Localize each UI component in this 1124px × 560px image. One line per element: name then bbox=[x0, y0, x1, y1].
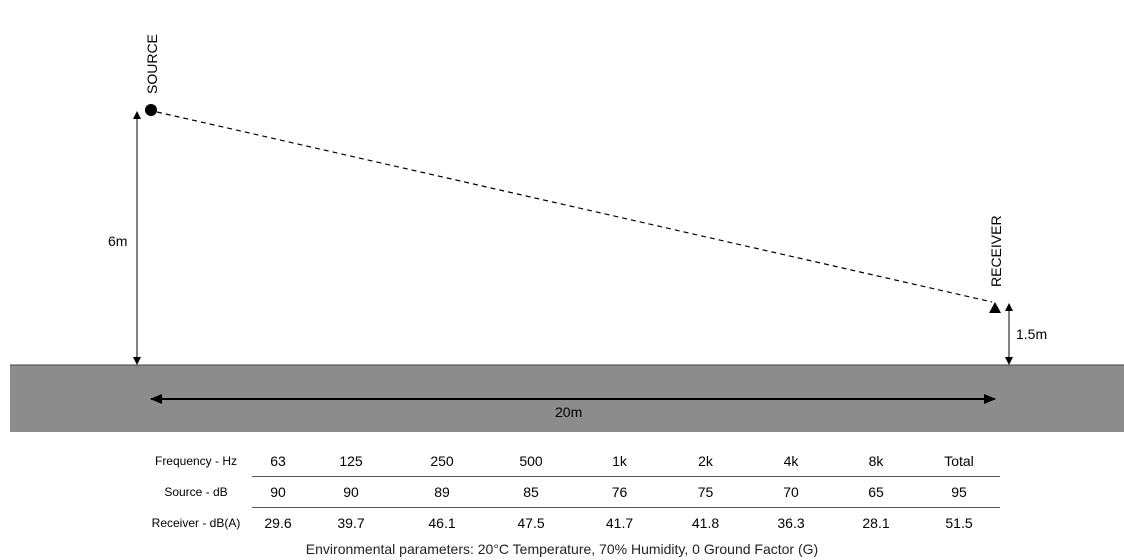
table-cell: 4k bbox=[748, 446, 834, 477]
table-cell: 36.3 bbox=[777, 515, 805, 531]
receiver-label: RECEIVER bbox=[988, 215, 1004, 287]
table-cell: 500 bbox=[486, 446, 576, 477]
table-cell: 63 bbox=[252, 446, 304, 477]
table-cell: 29.6 bbox=[264, 515, 292, 531]
sound-levels-table: Frequency - Hz 63 125 250 500 1k 2k 4k 8k Total So… bbox=[140, 446, 1000, 538]
table-cell: 125 bbox=[304, 446, 398, 477]
table-cell: 41.7 bbox=[605, 515, 634, 531]
table-cell: 76 bbox=[576, 476, 663, 508]
table-cell: 95 bbox=[918, 476, 1000, 508]
distance-label: 20m bbox=[555, 404, 582, 420]
table-cell: 65 bbox=[834, 476, 918, 508]
row-label: Source - dB bbox=[164, 485, 228, 499]
table-cell: 89 bbox=[398, 476, 486, 508]
environment-footnote: Environmental parameters: 20°C Temperatu… bbox=[305, 541, 819, 557]
table-cell: 28.1 bbox=[862, 515, 890, 531]
source-label: SOURCE bbox=[144, 34, 160, 94]
table-cell: 1k bbox=[576, 446, 663, 477]
row-label: Receiver - dB(A) bbox=[151, 515, 241, 530]
table-cell: 41.8 bbox=[691, 515, 720, 531]
table-cell: 8k bbox=[834, 446, 918, 477]
table-cell: 85 bbox=[486, 476, 576, 508]
source-point bbox=[145, 104, 157, 116]
receiver-marker bbox=[989, 302, 1001, 313]
frequency-row: Frequency - Hz 63 125 250 500 1k 2k 4k 8k Total bbox=[140, 446, 1000, 477]
row-label: Frequency - Hz bbox=[154, 454, 238, 469]
table-cell: Total bbox=[918, 446, 1000, 477]
table-cell: 75 bbox=[663, 476, 748, 508]
table-cell: 2k bbox=[663, 446, 748, 477]
table-cell: 90 bbox=[304, 476, 398, 508]
propagation-diagram: SOURCE RECEIVER 6m 1.5m 20m bbox=[10, 34, 1124, 432]
table-cell: 250 bbox=[398, 446, 486, 477]
table-cell: 51.5 bbox=[945, 515, 973, 531]
table-cell: 90 bbox=[252, 476, 304, 508]
receiver-level-row: Receiver - dB(A) 29.6 39.7 46.1 47.5 41.7 41.8… bbox=[140, 508, 1000, 539]
table-cell: 70 bbox=[748, 476, 834, 508]
table-cell: 39.7 bbox=[337, 515, 365, 531]
sound-path-line bbox=[156, 111, 993, 303]
source-height-label: 6m bbox=[108, 233, 127, 249]
source-level-row: Source - dB 90 90 89 85 76 75 70 65 95 bbox=[140, 476, 1000, 508]
table-cell: 47.5 bbox=[517, 515, 545, 531]
receiver-height-label: 1.5m bbox=[1016, 326, 1047, 342]
table-cell: 46.1 bbox=[428, 515, 456, 531]
